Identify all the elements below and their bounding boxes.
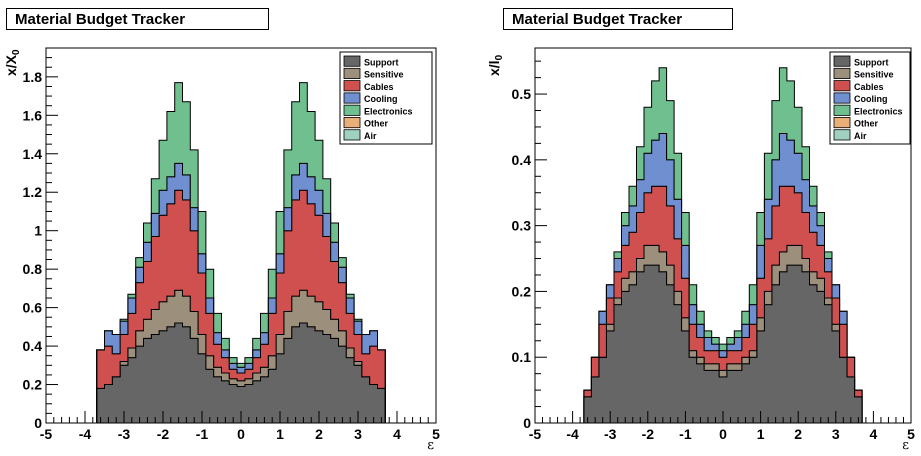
y-axis-title: x/l0: [486, 54, 505, 76]
legend-swatch-electronics: [833, 104, 851, 116]
y-tick-label: 0.8: [23, 261, 43, 277]
y-tick-label: 1.2: [23, 184, 43, 200]
chart-panel-right: Material Budget Tracker -5 -4 -3 -2 -1 0 1 2 3 4 5…: [461, 0, 921, 456]
legend-label-cooling: Cooling: [854, 94, 888, 104]
y-tick-label: 1.4: [23, 146, 43, 162]
legend-swatch-air: [343, 129, 361, 141]
x-tick-label: -1: [679, 426, 692, 442]
legend-swatch-support: [833, 55, 851, 67]
legend-label-cables: Cables: [364, 82, 394, 92]
legend-swatch-air: [833, 129, 851, 141]
y-axis-title-subscript: 0: [11, 49, 22, 55]
series-area-electronics: [576, 67, 870, 424]
x-tick-label: -1: [196, 426, 209, 442]
legend-label-cooling: Cooling: [364, 94, 398, 104]
x-tick-label: -3: [118, 426, 131, 442]
x-tick-label: -5: [529, 426, 542, 442]
x-tick-label: 2: [315, 426, 323, 442]
legend-label-cables: Cables: [854, 82, 884, 92]
y-tick-label: 0.4: [23, 338, 43, 354]
y-tick-label: 0.1: [512, 349, 532, 365]
legend-swatch-cables: [343, 80, 361, 92]
x-tick-label: 0: [719, 426, 727, 442]
x-axis-title: ε: [427, 438, 434, 453]
chart-right: -5 -4 -3 -2 -1 0 1 2 3 4 5 0 0.1 0.2 0.3 0.4 0.5 x/l0 ε Sup…: [486, 47, 915, 453]
legend-swatch-sensitive: [343, 67, 361, 79]
chart-left: -5 -4 -3 -2 -1 0 1 2 3 4 5 0 0.2 0.4 0.6 0.8 1 1.2 1.4 1.6 1…: [3, 47, 440, 453]
x-tick-label: 4: [870, 426, 878, 442]
legend-swatch-electronics: [343, 104, 361, 116]
legend-label-air: Air: [854, 131, 867, 141]
chart-title: Material Budget Tracker: [6, 8, 269, 30]
legend-label-support: Support: [854, 57, 889, 67]
legend-swatch-support: [343, 55, 361, 67]
legend-label-electronics: Electronics: [854, 106, 903, 116]
y-axis-title: x/X0: [3, 49, 22, 76]
y-tick-label: 1.8: [23, 69, 43, 85]
x-tick-label: -4: [566, 426, 579, 442]
y-tick-label: 0.6: [23, 300, 43, 316]
x-tick-label: 1: [276, 426, 284, 442]
legend-label-other: Other: [364, 119, 389, 129]
legend-swatch-other: [833, 117, 851, 129]
legend-label-sensitive: Sensitive: [364, 70, 404, 80]
legend-swatch-other: [343, 117, 361, 129]
series-area-electronics: [88, 82, 394, 424]
y-tick-label: 0: [34, 415, 42, 431]
x-tick-label: -4: [79, 426, 92, 442]
legend-swatch-cables: [833, 80, 851, 92]
legend-label-sensitive: Sensitive: [854, 70, 894, 80]
y-tick-label: 1.6: [23, 107, 43, 123]
x-tick-label: -2: [157, 426, 170, 442]
y-tick-label: 0.4: [512, 152, 532, 168]
y-tick-label: 1: [34, 223, 42, 239]
y-tick-label: 0: [523, 415, 531, 431]
legend-label-support: Support: [364, 57, 399, 67]
y-axis-title-subscript: 0: [494, 54, 505, 60]
x-axis-title: ε: [902, 438, 909, 453]
chart-panel-left: Material Budget Tracker -5 -4 -3 -2 -1 0 1 2 3 4 5…: [0, 0, 460, 456]
x-tick-label: 3: [832, 426, 840, 442]
legend-label-electronics: Electronics: [364, 106, 413, 116]
legend-label-other: Other: [854, 119, 879, 129]
x-tick-label: 2: [794, 426, 802, 442]
chart-title: Material Budget Tracker: [503, 8, 733, 30]
x-tick-label: 1: [757, 426, 765, 442]
x-tick-label: 0: [237, 426, 245, 442]
legend-swatch-sensitive: [833, 67, 851, 79]
legend-swatch-cooling: [343, 92, 361, 104]
x-tick-label: 5: [432, 426, 440, 442]
legend-label-air: Air: [364, 131, 377, 141]
x-tick-label: -5: [40, 426, 53, 442]
legend-swatch-cooling: [833, 92, 851, 104]
x-tick-label: -3: [604, 426, 617, 442]
x-tick-label: 5: [907, 426, 915, 442]
y-tick-label: 0.2: [23, 377, 43, 393]
y-tick-label: 0.5: [512, 86, 532, 102]
x-tick-label: 4: [393, 426, 401, 442]
y-tick-label: 0.2: [512, 283, 532, 299]
y-tick-label: 0.3: [512, 218, 532, 234]
x-tick-label: -2: [642, 426, 655, 442]
x-tick-label: 3: [354, 426, 362, 442]
